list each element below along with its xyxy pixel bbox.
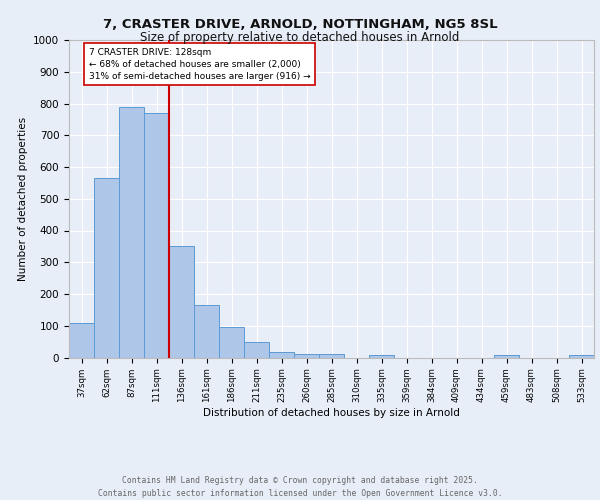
Bar [494, 355, 519, 358]
Text: Contains HM Land Registry data © Crown copyright and database right 2025.
Contai: Contains HM Land Registry data © Crown c… [98, 476, 502, 498]
Bar [194, 305, 219, 358]
Bar [169, 246, 194, 358]
Bar [569, 355, 594, 358]
Bar [119, 106, 144, 358]
Bar [369, 355, 394, 358]
Text: Size of property relative to detached houses in Arnold: Size of property relative to detached ho… [140, 31, 460, 44]
Text: 7 CRASTER DRIVE: 128sqm
← 68% of detached houses are smaller (2,000)
31% of semi: 7 CRASTER DRIVE: 128sqm ← 68% of detache… [89, 48, 311, 80]
Bar [319, 354, 344, 358]
Text: 7, CRASTER DRIVE, ARNOLD, NOTTINGHAM, NG5 8SL: 7, CRASTER DRIVE, ARNOLD, NOTTINGHAM, NG… [103, 18, 497, 30]
Bar [144, 113, 169, 358]
X-axis label: Distribution of detached houses by size in Arnold: Distribution of detached houses by size … [203, 408, 460, 418]
Bar [69, 322, 94, 358]
Y-axis label: Number of detached properties: Number of detached properties [17, 116, 28, 281]
Bar [294, 354, 319, 358]
Bar [219, 328, 244, 358]
Bar [94, 178, 119, 358]
Bar [269, 352, 294, 358]
Bar [244, 342, 269, 357]
